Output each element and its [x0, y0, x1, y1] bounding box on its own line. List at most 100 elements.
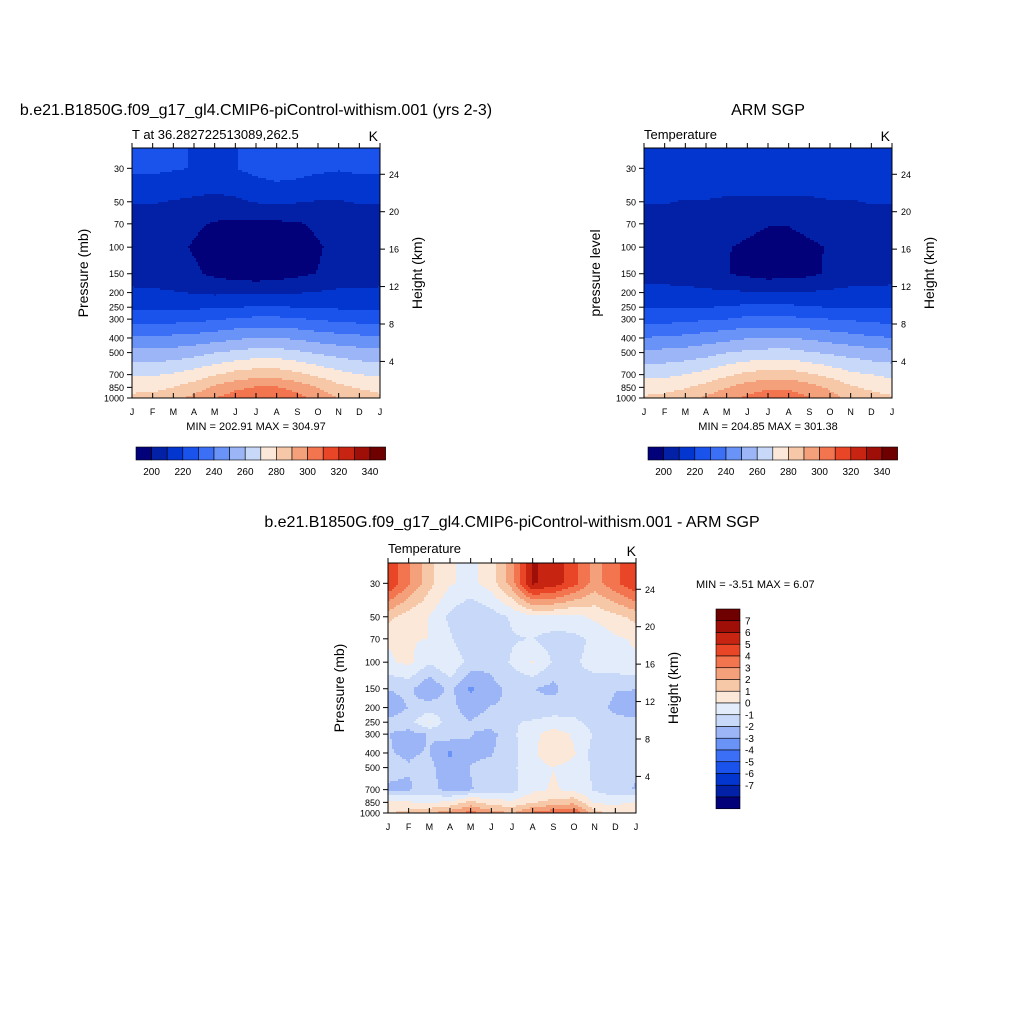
contour-cell — [208, 182, 211, 185]
contour-cell — [334, 150, 337, 153]
contour-cell — [286, 192, 289, 195]
contour-cell — [328, 184, 331, 187]
contour-cell — [252, 172, 255, 175]
contour-cell — [356, 164, 359, 167]
contour-cell — [278, 182, 281, 185]
contour-cell — [162, 176, 165, 179]
contour-cell — [210, 180, 213, 183]
contour-cell — [326, 158, 329, 161]
contour-cell — [260, 150, 263, 153]
contour-cell — [374, 170, 377, 173]
contour-cell — [142, 172, 145, 175]
contour-cell — [270, 170, 273, 173]
contour-cell — [206, 152, 209, 155]
contour-cell — [336, 176, 339, 179]
contour-cell — [314, 172, 317, 175]
contour-cell — [158, 190, 161, 193]
contour-cell — [172, 184, 175, 187]
contour-cell — [320, 162, 323, 165]
contour-cell — [250, 182, 253, 185]
contour-cell — [224, 178, 227, 181]
contour-cell — [164, 188, 167, 191]
contour-cell — [198, 174, 201, 177]
contour-cell — [360, 150, 363, 153]
contour-cell — [374, 174, 377, 177]
contour-cell — [294, 166, 297, 169]
contour-cell — [222, 158, 225, 161]
contour-cell — [244, 166, 247, 169]
contour-cell — [248, 150, 251, 153]
contour-cell — [292, 178, 295, 181]
contour-cell — [338, 156, 341, 159]
contour-cell — [294, 186, 297, 189]
contour-cell — [132, 178, 135, 181]
contour-cell — [306, 160, 309, 163]
contour-cell — [354, 150, 357, 153]
contour-cell — [200, 152, 203, 155]
contour-cell — [262, 168, 265, 171]
contour-cell — [262, 164, 265, 167]
contour-cell — [136, 192, 139, 195]
contour-cell — [370, 178, 373, 181]
contour-cell — [334, 184, 337, 187]
contour-cell — [176, 192, 179, 195]
contour-cell — [248, 158, 251, 161]
contour-cell — [286, 160, 289, 163]
contour-cell — [202, 188, 205, 191]
contour-cell — [300, 190, 303, 193]
contour-cell — [374, 188, 377, 191]
contour-cell — [334, 166, 337, 169]
contour-cell — [306, 166, 309, 169]
contour-cell — [162, 190, 165, 193]
contour-cell — [152, 176, 155, 179]
contour-cell — [272, 184, 275, 187]
contour-cell — [234, 190, 237, 193]
contour-cell — [150, 182, 153, 185]
contour-cell — [220, 166, 223, 169]
contour-cell — [246, 152, 249, 155]
contour-cell — [350, 148, 353, 151]
contour-cell — [358, 148, 361, 151]
contour-cell — [270, 164, 273, 167]
contour-cell — [268, 182, 271, 185]
contour-cell — [258, 156, 261, 159]
contour-cell — [314, 166, 317, 169]
contour-cell — [160, 174, 163, 177]
contour-cell — [226, 160, 229, 163]
contour-cell — [344, 190, 347, 193]
contour-cell — [296, 184, 299, 187]
contour-cell — [282, 162, 285, 165]
contour-cell — [264, 188, 267, 191]
contour-cell — [240, 154, 243, 157]
contour-cell — [178, 168, 181, 171]
contour-cell — [282, 188, 285, 191]
contour-cell — [228, 178, 231, 181]
contour-cell — [374, 176, 377, 179]
contour-cell — [318, 188, 321, 191]
contour-cell — [328, 174, 331, 177]
contour-cell — [142, 158, 145, 161]
contour-cell — [348, 156, 351, 159]
contour-cell — [144, 184, 147, 187]
contour-cell — [376, 164, 379, 167]
contour-cell — [268, 170, 271, 173]
contour-cell — [250, 170, 253, 173]
contour-cell — [134, 158, 137, 161]
contour-cell — [188, 166, 191, 169]
contour-cell — [356, 154, 359, 157]
contour-cell — [266, 174, 269, 177]
contour-cell — [366, 158, 369, 161]
contour-cell — [166, 186, 169, 189]
contour-cell — [230, 162, 233, 165]
contour-cell — [288, 192, 291, 195]
contour-cell — [186, 190, 189, 193]
contour-cell — [250, 174, 253, 177]
contour-cell — [172, 180, 175, 183]
contour-cell — [166, 160, 169, 163]
contour-cell — [310, 150, 313, 153]
contour-cell — [282, 176, 285, 179]
contour-cell — [242, 168, 245, 171]
contour-cell — [348, 148, 351, 151]
contour-cell — [350, 180, 353, 183]
contour-cell — [244, 154, 247, 157]
